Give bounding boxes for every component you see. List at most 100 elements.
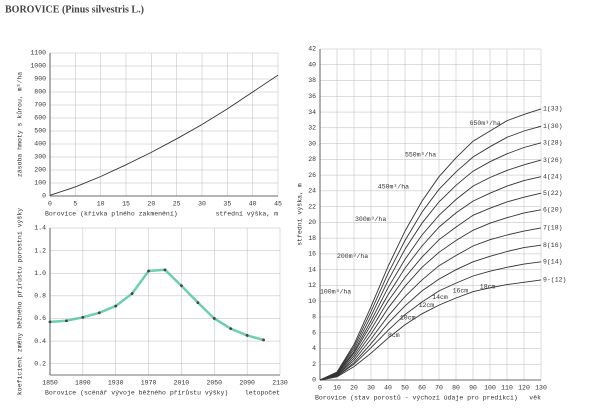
y-tick-label: 26 [308,172,316,179]
x-tick-label: 15 [122,201,130,208]
y-tick-label: 1.4 [34,225,46,232]
series-label: 9(14) [543,259,563,266]
y-tick-label: 0.6 [34,315,46,322]
x-tick-label: 20 [350,385,358,392]
x-tick-label: 10 [97,201,105,208]
x-tick-label: 1930 [108,380,124,387]
data-line [49,268,264,342]
y-tick-label: 4 [312,345,316,352]
annotation: 18cm [480,284,496,291]
y-tick-label: 300 [34,154,46,161]
x-tick-label: 0 [318,385,322,392]
series-label: 3(26) [543,157,563,164]
series-label: 8(16) [543,242,563,249]
data-point [212,317,216,320]
annotation: 550m³/ha [405,151,436,158]
series-label: 4(24) [543,173,563,180]
annotation: 14cm [432,294,448,301]
y-tick-label: 18 [308,235,316,242]
y-tick-label: 8 [312,314,316,321]
y-tick-label: 600 [34,115,46,122]
x-axis-title: střední výška, m [216,211,279,218]
y-tick-label: 12 [308,282,316,289]
x-axis-title-left: Borovice (křivka plného zakmenění) [45,211,178,218]
x-tick-label: 1850 [42,380,58,387]
y-tick-label: 40 [308,61,316,68]
data-point [97,311,101,315]
data-point [180,284,183,288]
data-line [49,74,279,196]
y-tick-label: 0.8 [34,293,46,300]
data-point [245,334,249,337]
annotation: 8cm [388,332,400,339]
y-tick-label: 900 [34,76,46,83]
annotation: 16cm [453,288,469,295]
data-point [196,301,200,305]
y-tick-label: 38 [308,77,316,84]
x-tick-label: 10 [333,385,341,392]
data-point [262,338,265,342]
y-axis-title: koeficient změny běžného přírůstu porost… [16,208,24,395]
series-label: 5(22) [543,190,563,197]
annotation: 650m³/ha [470,120,501,127]
y-tick-label: 2 [312,361,316,368]
annotation: 200m³/ha [337,253,368,260]
y-tick-label: 14 [308,266,316,273]
y-tick-label: 1.0 [34,270,46,277]
x-tick-label: 25 [173,201,181,208]
page-title: BOROVICE (Pinus silvestris L.) [5,4,144,15]
y-tick-label: 500 [34,128,46,135]
data-line [319,176,542,381]
annotation: 10cm [400,314,416,321]
x-tick-label: 40 [249,201,257,208]
x-tick-label: 1890 [75,380,91,387]
data-line [319,279,542,381]
y-tick-label: 24 [308,188,316,195]
annotation: 12cm [419,302,435,309]
y-tick-label: 400 [34,141,46,148]
x-tick-label: 40 [384,385,392,392]
series-label: 3(28) [543,140,563,147]
x-tick-label: 0 [48,201,52,208]
x-tick-label: 20 [147,201,155,208]
x-tick-label: 2090 [239,380,255,387]
x-tick-label: 35 [223,201,231,208]
x-tick-label: 2130 [272,380,288,387]
data-line [319,261,542,381]
data-line [319,108,542,381]
x-tick-label: 30 [198,201,206,208]
x-tick-label: 120 [518,385,530,392]
annotation: 300m³/ha [355,216,386,223]
data-line [319,227,542,381]
data-line [319,209,542,381]
x-tick-label: 45 [274,201,282,208]
y-tick-label: 200 [34,167,46,174]
data-line [319,159,542,381]
y-tick-label: 800 [34,89,46,96]
y-tick-label: 1100 [30,50,46,57]
x-tick-label: 30 [367,385,375,392]
x-axis-title-left: Borovice (stav porostů - výchozí údaje p… [315,394,518,402]
x-tick-label: 110 [501,385,513,392]
series-label: 9-(12) [543,277,566,284]
y-tick-label: 42 [308,46,316,53]
y-tick-label: 700 [34,102,46,109]
x-tick-label: 90 [469,385,477,392]
y-tick-label: 28 [308,156,316,163]
series-label: 1(33) [543,106,563,113]
x-tick-label: 2050 [206,380,222,387]
x-tick-label: 50 [401,385,409,392]
annotation: 450m³/ha [378,184,409,191]
y-tick-label: 30 [308,140,316,147]
y-tick-label: 32 [308,125,316,132]
x-tick-label: 60 [418,385,426,392]
data-point [114,304,118,308]
y-axis-title: zásoba hmoty s kůrou, m³/ha [16,72,24,177]
x-axis-title-left: Borovice (scénář vývoje běžného přírůstu… [45,389,228,397]
data-line [319,142,542,381]
x-tick-label: 70 [435,385,443,392]
y-axis-title: střední výška, m [297,183,304,246]
x-tick-label: 2010 [174,380,190,387]
y-tick-label: 0 [42,193,46,200]
